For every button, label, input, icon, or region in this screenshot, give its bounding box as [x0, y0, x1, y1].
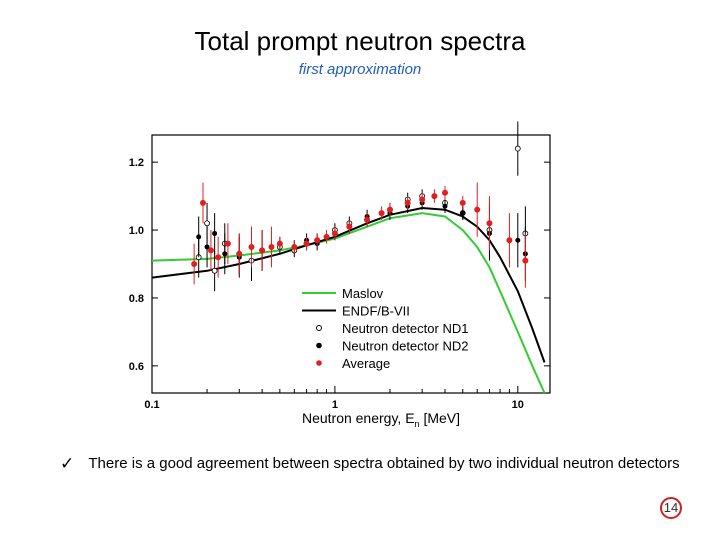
x-tick-label: 1	[332, 399, 338, 411]
point-average	[364, 216, 371, 223]
point-average	[191, 261, 198, 267]
point-neutron-detector-nd2	[460, 210, 466, 216]
plot-frame	[151, 134, 551, 394]
legend-label: Neutron detector ND2	[342, 339, 468, 354]
x-tick-label: 10	[512, 399, 524, 411]
point-average	[431, 193, 438, 200]
y-tick-label: 0.6	[129, 361, 144, 373]
point-average	[276, 240, 283, 247]
point-average	[378, 210, 385, 217]
point-average	[386, 206, 393, 213]
point-average	[314, 237, 321, 244]
point-average	[331, 230, 338, 237]
point-average	[459, 199, 466, 206]
point-average	[215, 254, 222, 261]
legend-label: Average	[342, 356, 390, 371]
point-average	[474, 206, 481, 213]
point-average	[224, 240, 231, 247]
point-neutron-detector-nd2	[515, 237, 521, 243]
point-neutron-detector-nd1	[204, 220, 210, 227]
y-tick-label: 0.8	[129, 293, 144, 305]
y-tick-label: 1.0	[129, 225, 144, 237]
y-tick-label: 1.2	[129, 157, 144, 169]
page-number: 14	[660, 497, 682, 519]
point-average	[419, 196, 426, 203]
point-average	[442, 189, 449, 196]
point-average	[323, 233, 330, 240]
point-average	[346, 223, 353, 230]
point-neutron-detector-nd2	[196, 234, 202, 240]
point-neutron-detector-nd2	[442, 203, 448, 209]
point-neutron-detector-nd2	[204, 244, 210, 250]
x-axis-label: Neutron energy, En [MeV]	[302, 410, 460, 429]
point-average	[199, 199, 206, 206]
point-neutron-detector-nd2	[222, 251, 228, 257]
point-average	[248, 244, 255, 251]
bullet-point: ✓ There is a good agreement between spec…	[60, 454, 680, 473]
page-subtitle: first approximation	[298, 61, 422, 78]
point-neutron-detector-nd2	[212, 230, 218, 236]
point-average	[404, 199, 411, 206]
point-average	[259, 247, 266, 254]
point-average	[291, 244, 298, 251]
page-title: Total prompt neutron spectra	[194, 26, 526, 56]
curve-maslov	[151, 212, 546, 394]
legend-swatch	[316, 342, 322, 349]
legend-label: Maslov	[342, 286, 384, 301]
point-neutron-detector-nd1	[211, 267, 218, 274]
point-average	[207, 247, 214, 254]
point-average	[303, 240, 310, 247]
legend-swatch	[316, 325, 322, 331]
legend-swatch	[316, 360, 322, 366]
point-average	[506, 237, 513, 244]
checkmark-icon: ✓	[60, 454, 75, 473]
bullet-text: There is a good agreement between spectr…	[88, 455, 680, 472]
point-average	[236, 250, 243, 257]
x-tick-label: 0.1	[144, 399, 159, 411]
point-average	[268, 244, 275, 251]
point-average	[486, 220, 493, 227]
legend-label: ENDF/B-VII	[342, 304, 410, 319]
point-neutron-detector-nd1	[514, 145, 521, 152]
legend-label: Neutron detector ND1	[342, 321, 468, 336]
point-average	[522, 257, 529, 264]
